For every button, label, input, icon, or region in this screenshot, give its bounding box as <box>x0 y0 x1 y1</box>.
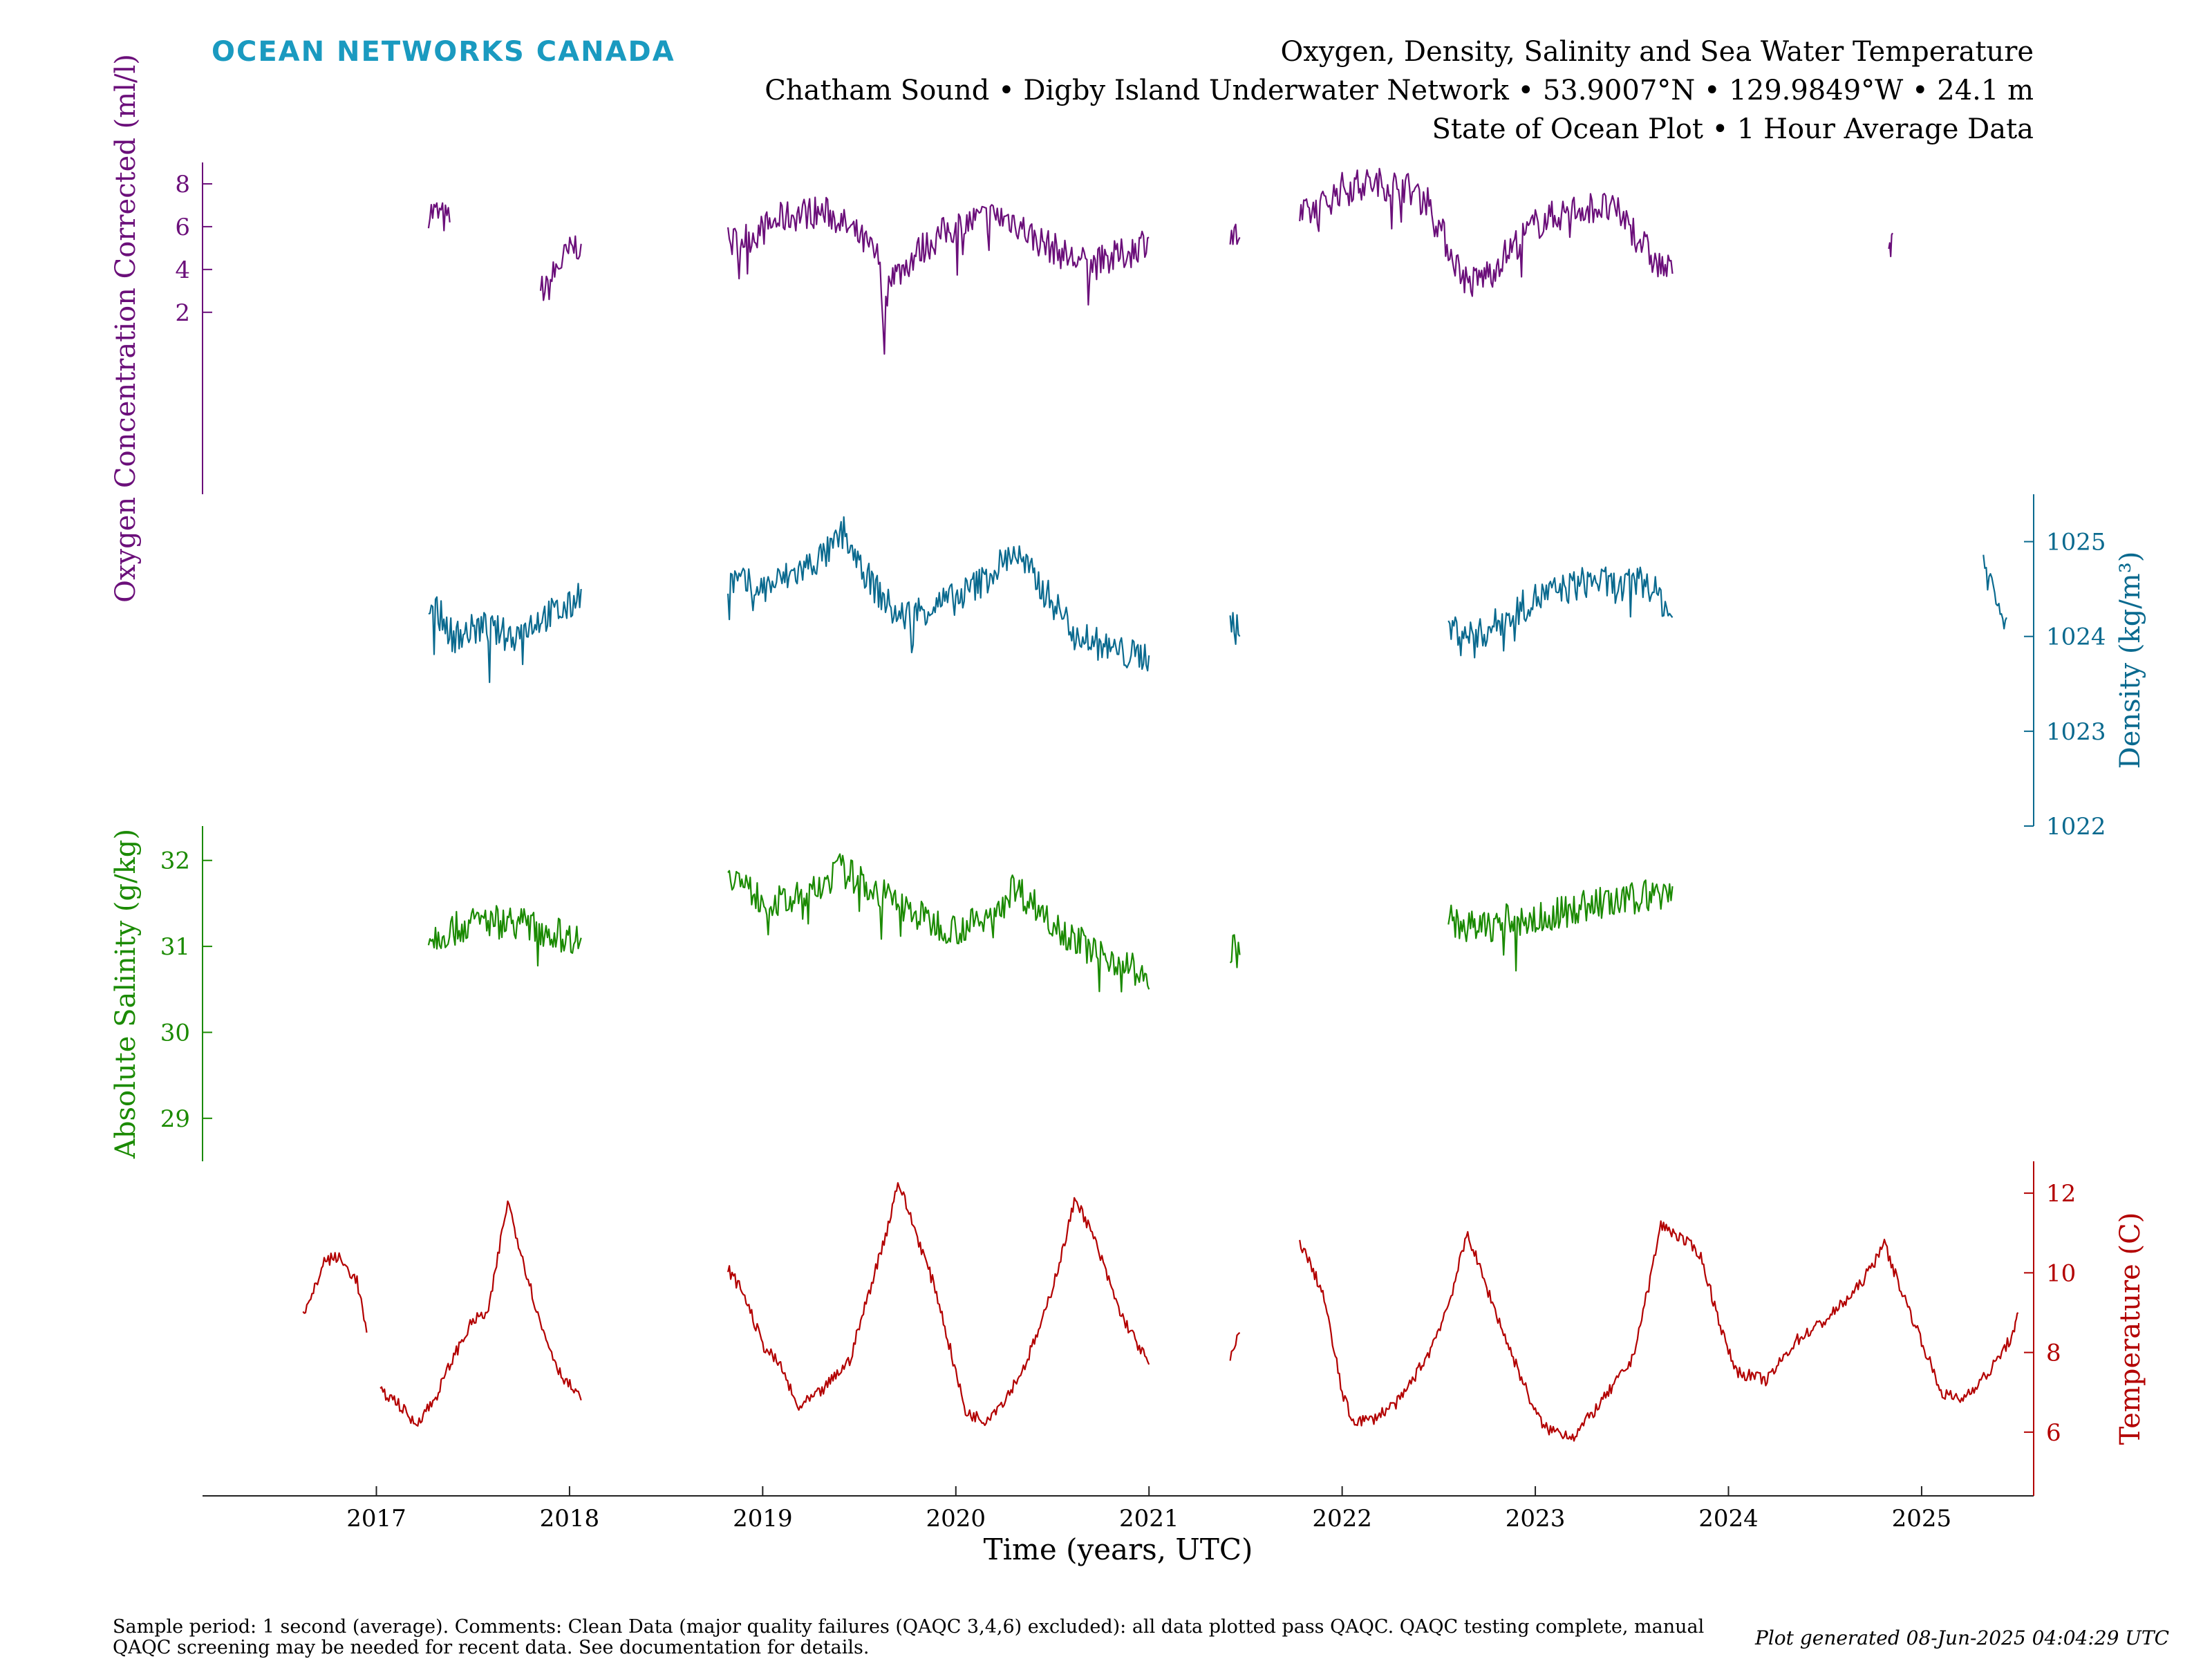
oxygen-y-tick-label-2: 2 <box>175 299 190 327</box>
density-series-segment-2 <box>727 516 1150 672</box>
oxygen-series-segment-6 <box>1888 232 1893 258</box>
temperature-axis-label: Temperature (C) <box>2115 1212 2146 1445</box>
x-tick-label-2018: 2018 <box>540 1505 600 1533</box>
oxygen-y-tick-label-6: 6 <box>175 214 190 241</box>
density-axis-label: Density (kg/m³) <box>2115 552 2146 769</box>
temperature-series-segment-2 <box>379 1200 582 1427</box>
chart-subtitle-2: State of Ocean Plot • 1 Hour Average Dat… <box>1432 113 2034 145</box>
salinity-axis-label: Absolute Salinity (g/kg) <box>110 829 142 1159</box>
temperature-series-segment-1 <box>302 1252 368 1333</box>
chart-title: Oxygen, Density, Salinity and Sea Water … <box>1280 36 2034 68</box>
oxygen-series-segment-4 <box>1229 223 1241 245</box>
density-y-tick-label-1025: 1025 <box>2046 529 2106 556</box>
oxygen-axis-label: Oxygen Concentration Corrected (ml/l) <box>110 54 142 603</box>
x-axis-label: Time (years, UTC) <box>984 1533 1253 1566</box>
density-series-segment-5 <box>1983 554 2007 630</box>
density-y-tick-label-1022: 1022 <box>2046 813 2106 841</box>
oxygen-series-segment-5 <box>1299 167 1674 297</box>
salinity-y-tick-label-32: 32 <box>160 847 190 875</box>
salinity-y-tick-label-30: 30 <box>160 1019 190 1047</box>
plot-generated-timestamp: Plot generated 08-Jun-2025 04:04:29 UTC <box>1755 1627 2169 1649</box>
temperature-y-tick-label-10: 10 <box>2046 1259 2076 1287</box>
x-tick-label-2017: 2017 <box>346 1505 406 1533</box>
footer-comment-line-1: Sample period: 1 second (average). Comme… <box>113 1616 1705 1638</box>
x-tick-label-2023: 2023 <box>1506 1505 1566 1533</box>
density-series-segment-3 <box>1229 612 1241 645</box>
density-y-tick-label-1023: 1023 <box>2046 718 2106 746</box>
oxygen-y-tick-label-8: 8 <box>175 171 190 198</box>
density-y-tick-label-1024: 1024 <box>2046 624 2106 651</box>
x-tick-label-2021: 2021 <box>1119 1505 1179 1533</box>
temperature-y-tick-label-6: 6 <box>2046 1419 2061 1447</box>
salinity-series-segment-2 <box>727 853 1150 993</box>
density-series-segment-4 <box>1447 566 1674 659</box>
chart-subtitle: Chatham Sound • Digby Island Underwater … <box>765 75 2034 106</box>
ocean-networks-canada-logo: OCEAN NETWORKS CANADA <box>212 36 675 68</box>
x-tick-label-2024: 2024 <box>1698 1505 1759 1533</box>
oxygen-series-segment-3 <box>727 196 1150 355</box>
x-tick-label-2019: 2019 <box>733 1505 793 1533</box>
salinity-series-segment-3 <box>1229 934 1241 968</box>
x-tick-label-2020: 2020 <box>926 1505 986 1533</box>
salinity-series-segment-4 <box>1447 879 1674 972</box>
x-tick-label-2025: 2025 <box>1892 1505 1952 1533</box>
temperature-series-segment-5 <box>1299 1220 2019 1442</box>
salinity-series-segment-1 <box>427 905 582 967</box>
oxygen-y-tick-label-4: 4 <box>175 256 190 284</box>
salinity-y-tick-label-29: 29 <box>160 1105 190 1133</box>
temperature-y-tick-label-12: 12 <box>2046 1180 2076 1208</box>
oxygen-series-segment-1 <box>427 202 451 232</box>
temperature-y-tick-label-8: 8 <box>2046 1340 2061 1367</box>
density-series-segment-1 <box>428 583 582 684</box>
x-tick-label-2022: 2022 <box>1312 1505 1372 1533</box>
temperature-series-segment-4 <box>1229 1331 1241 1361</box>
oxygen-series-segment-2 <box>539 235 582 301</box>
salinity-y-tick-label-31: 31 <box>160 933 190 961</box>
temperature-series-segment-3 <box>727 1182 1150 1426</box>
footer-comment-line-2: QAQC screening may be needed for recent … <box>113 1637 870 1658</box>
